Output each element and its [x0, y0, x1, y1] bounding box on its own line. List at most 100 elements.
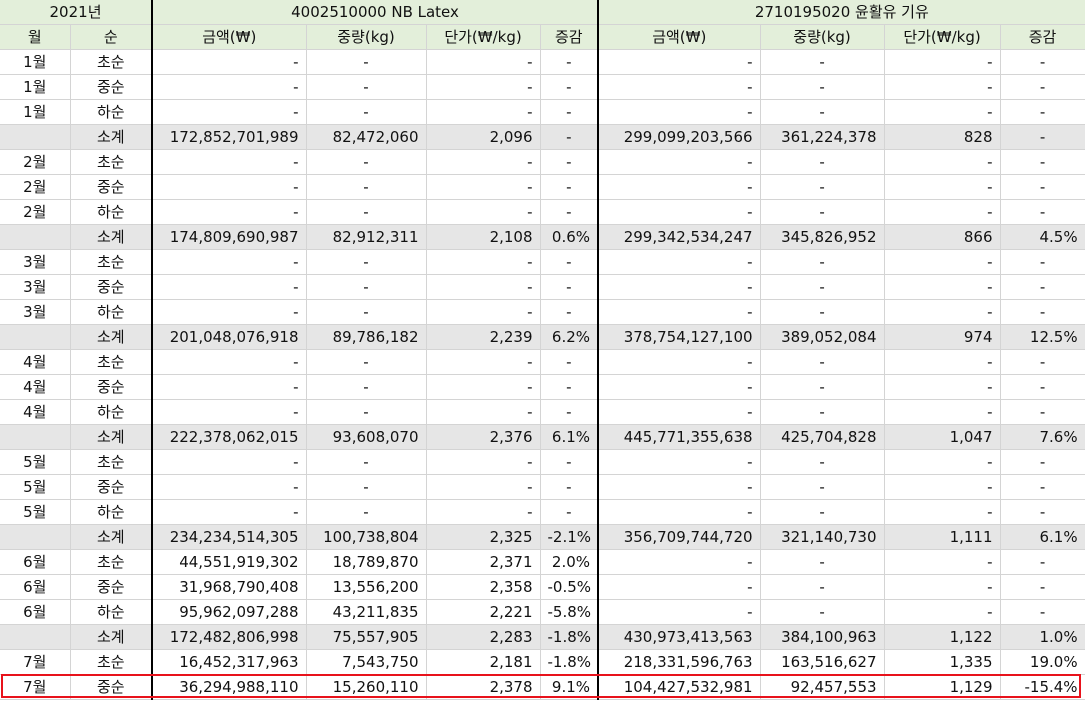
change1-cell[interactable]: -	[540, 499, 600, 525]
period-cell[interactable]: 중순	[70, 574, 154, 600]
unit-price2-header[interactable]: 단가(₩/kg)	[884, 24, 1001, 50]
month-cell[interactable]	[0, 324, 71, 350]
month-cell[interactable]: 3월	[0, 249, 71, 275]
change2-cell[interactable]: -	[1000, 474, 1085, 500]
month-cell[interactable]: 2월	[0, 149, 71, 175]
period-cell[interactable]: 초순	[70, 349, 154, 375]
amount2-cell[interactable]: -	[598, 499, 761, 525]
weight1-cell[interactable]: 89,786,182	[306, 324, 427, 350]
change1-cell[interactable]: -	[540, 299, 600, 325]
amount2-cell[interactable]: -	[598, 274, 761, 300]
amount1-header[interactable]: 금액(₩)	[152, 24, 307, 50]
weight1-cell[interactable]: 18,789,870	[306, 549, 427, 575]
weight1-cell[interactable]: 7,543,750	[306, 649, 427, 675]
month-cell[interactable]: 1월	[0, 99, 71, 125]
weight1-cell[interactable]: 82,912,311	[306, 224, 427, 250]
weight2-cell[interactable]: -	[760, 299, 885, 325]
unit-price1-cell[interactable]: -	[426, 174, 541, 200]
amount2-cell[interactable]: -	[598, 249, 761, 275]
amount1-cell[interactable]: 234,234,514,305	[152, 524, 307, 550]
weight2-cell[interactable]: -	[760, 374, 885, 400]
change1-cell[interactable]: -5.8%	[540, 599, 600, 625]
change1-cell[interactable]: -0.5%	[540, 574, 600, 600]
amount1-cell[interactable]: -	[152, 49, 307, 75]
amount1-cell[interactable]: -	[152, 474, 307, 500]
amount2-cell[interactable]: -	[598, 549, 761, 575]
change1-cell[interactable]: -	[540, 174, 600, 200]
period-cell[interactable]: 소계	[70, 324, 154, 350]
month-cell[interactable]: 5월	[0, 449, 71, 475]
amount2-cell[interactable]: 299,099,203,566	[598, 124, 761, 150]
period-cell[interactable]: 소계	[70, 624, 154, 650]
unit-price1-cell[interactable]: -	[426, 149, 541, 175]
month-cell[interactable]: 2월	[0, 199, 71, 225]
unit-price1-cell[interactable]: 2,283	[426, 624, 541, 650]
weight1-cell[interactable]: -	[306, 249, 427, 275]
change1-cell[interactable]: -	[540, 99, 600, 125]
period-cell[interactable]: 중순	[70, 474, 154, 500]
unit-price1-cell[interactable]: -	[426, 449, 541, 475]
unit-price2-cell[interactable]: -	[884, 474, 1001, 500]
unit-price1-cell[interactable]: 2,108	[426, 224, 541, 250]
change1-cell[interactable]: 0.6%	[540, 224, 600, 250]
amount1-cell[interactable]: 201,048,076,918	[152, 324, 307, 350]
weight2-header[interactable]: 중량(kg)	[760, 24, 885, 50]
period-cell[interactable]: 하순	[70, 399, 154, 425]
amount2-cell[interactable]: 218,331,596,763	[598, 649, 761, 675]
amount1-cell[interactable]: -	[152, 174, 307, 200]
change1-cell[interactable]: -	[540, 449, 600, 475]
change2-cell[interactable]: -	[1000, 449, 1085, 475]
change2-cell[interactable]: -	[1000, 299, 1085, 325]
amount1-cell[interactable]: 44,551,919,302	[152, 549, 307, 575]
change1-cell[interactable]: -	[540, 199, 600, 225]
unit-price1-header[interactable]: 단가(₩/kg)	[426, 24, 541, 50]
period-cell[interactable]: 초순	[70, 649, 154, 675]
change2-cell[interactable]: -	[1000, 599, 1085, 625]
change2-cell[interactable]: -	[1000, 49, 1085, 75]
weight1-cell[interactable]: 13,556,200	[306, 574, 427, 600]
change1-cell[interactable]: -1.8%	[540, 624, 600, 650]
change2-cell[interactable]: -	[1000, 499, 1085, 525]
unit-price1-cell[interactable]: -	[426, 374, 541, 400]
unit-price2-cell[interactable]: -	[884, 599, 1001, 625]
amount2-cell[interactable]: -	[598, 574, 761, 600]
weight2-cell[interactable]: 384,100,963	[760, 624, 885, 650]
month-header[interactable]: 월	[0, 24, 71, 50]
unit-price1-cell[interactable]: -	[426, 199, 541, 225]
weight1-cell[interactable]: 75,557,905	[306, 624, 427, 650]
change1-cell[interactable]: 6.2%	[540, 324, 600, 350]
weight2-cell[interactable]: -	[760, 574, 885, 600]
month-cell[interactable]: 5월	[0, 474, 71, 500]
amount1-cell[interactable]: 222,378,062,015	[152, 424, 307, 450]
change1-cell[interactable]: -	[540, 474, 600, 500]
weight2-cell[interactable]: -	[760, 99, 885, 125]
unit-price1-cell[interactable]: 2,221	[426, 599, 541, 625]
weight2-cell[interactable]: -	[760, 449, 885, 475]
amount1-cell[interactable]: -	[152, 149, 307, 175]
unit-price2-cell[interactable]: -	[884, 249, 1001, 275]
weight2-cell[interactable]: -	[760, 249, 885, 275]
weight2-cell[interactable]: -	[760, 49, 885, 75]
weight2-cell[interactable]: 345,826,952	[760, 224, 885, 250]
weight1-cell[interactable]: -	[306, 199, 427, 225]
change1-cell[interactable]: -	[540, 274, 600, 300]
unit-price2-cell[interactable]: 828	[884, 124, 1001, 150]
month-cell[interactable]: 3월	[0, 274, 71, 300]
month-cell[interactable]	[0, 624, 71, 650]
amount2-cell[interactable]: -	[598, 299, 761, 325]
change1-cell[interactable]: -	[540, 149, 600, 175]
change2-cell[interactable]: -	[1000, 374, 1085, 400]
period-cell[interactable]: 하순	[70, 299, 154, 325]
month-cell[interactable]: 4월	[0, 374, 71, 400]
change1-cell[interactable]: -	[540, 249, 600, 275]
change2-cell[interactable]: -	[1000, 174, 1085, 200]
period-cell[interactable]: 초순	[70, 449, 154, 475]
month-cell[interactable]: 1월	[0, 49, 71, 75]
amount1-cell[interactable]: 31,968,790,408	[152, 574, 307, 600]
unit-price2-cell[interactable]: 1,111	[884, 524, 1001, 550]
weight2-cell[interactable]: -	[760, 199, 885, 225]
weight2-cell[interactable]: 425,704,828	[760, 424, 885, 450]
unit-price1-cell[interactable]: -	[426, 249, 541, 275]
month-cell[interactable]: 1월	[0, 74, 71, 100]
weight1-cell[interactable]: -	[306, 274, 427, 300]
